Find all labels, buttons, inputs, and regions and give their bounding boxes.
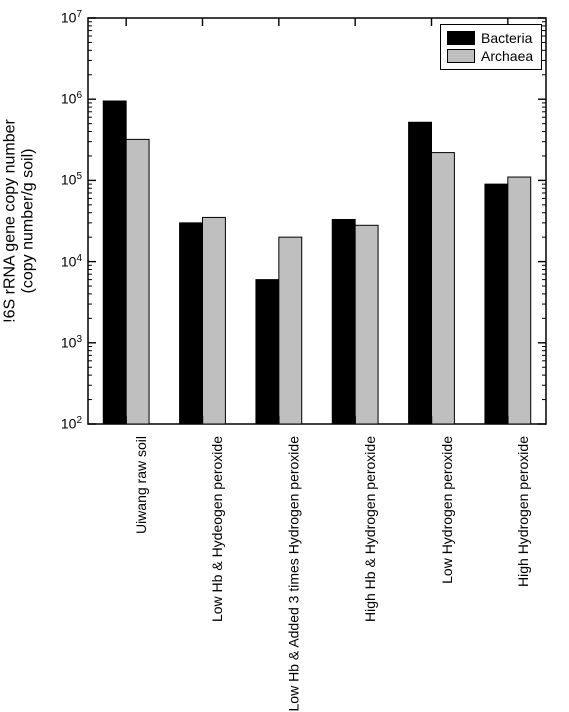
legend-item: Bacteria [447, 29, 533, 47]
x-tick-label: Low Hb & Hydeogen peroxide [210, 436, 226, 622]
legend-swatch [447, 31, 475, 45]
legend-item: Archaea [447, 47, 533, 65]
y-tick-label: 105 [61, 171, 82, 188]
x-tick-label: High Hb & Hydrogen peroxide [362, 436, 378, 622]
legend: BacteriaArchaea [440, 24, 542, 70]
x-tick-label: High Hydrogen peroxide [515, 436, 531, 587]
x-tick-label: Low Hydrogen peroxide [439, 436, 455, 584]
y-axis-title: !6S rRNA gene copy number (copy number/g… [0, 18, 40, 424]
legend-swatch [447, 49, 475, 63]
x-tick-label: Uiwang raw soil [133, 436, 149, 534]
y-axis-title-line1: !6S rRNA gene copy number [2, 119, 19, 323]
y-tick-label: 102 [61, 415, 82, 432]
y-tick-label: 104 [61, 253, 82, 270]
legend-label: Bacteria [481, 29, 532, 47]
legend-label: Archaea [481, 47, 533, 65]
y-tick-label: 106 [61, 90, 82, 107]
y-axis-title-line2: (copy number/g soil) [20, 149, 37, 294]
chart-svg [0, 0, 569, 640]
chart-container: BacteriaArchaea !6S rRNA gene copy numbe… [0, 0, 569, 640]
y-tick-label: 103 [61, 334, 82, 351]
y-tick-label: 107 [61, 9, 82, 26]
x-tick-label: Low Hb & Added 3 times Hydrogen peroxide [286, 436, 302, 712]
